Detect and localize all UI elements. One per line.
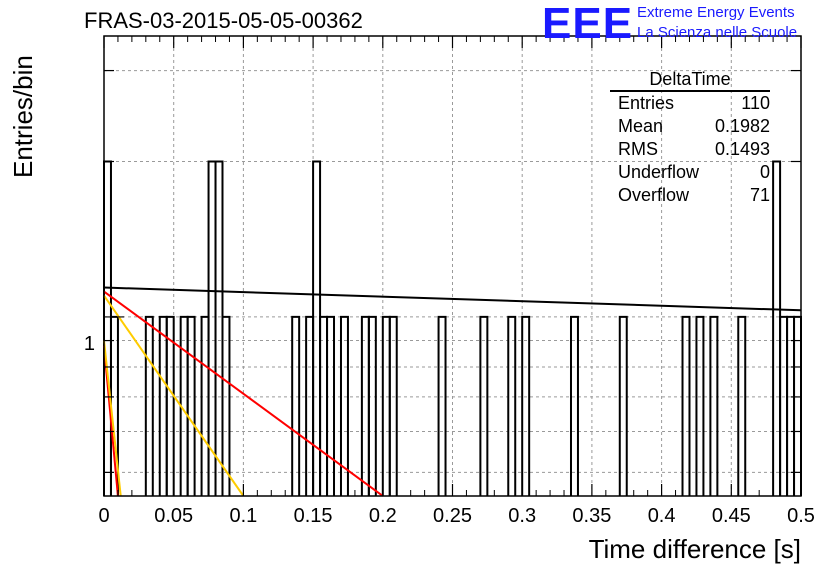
stats-label: Underflow: [618, 162, 700, 182]
x-tick-label: 0.35: [572, 505, 611, 527]
histogram-bar: [360, 315, 370, 496]
histogram-bar: [367, 315, 377, 496]
stats-value: 0.1982: [714, 116, 770, 136]
histogram-bars: [103, 160, 802, 496]
stats-row-overflow: Overflow 71: [610, 184, 770, 207]
histogram-bar: [186, 315, 196, 496]
stats-row-rms: RMS 0.1493: [610, 138, 770, 161]
fit-line: [103, 286, 802, 312]
stats-value: 0: [759, 162, 770, 182]
x-tick-label: 0.2: [369, 505, 397, 527]
histogram-bar: [326, 315, 336, 496]
histogram-bar: [381, 315, 391, 496]
histogram-bar: [618, 315, 628, 496]
histogram-bar: [786, 315, 796, 496]
stats-row-mean: Mean 0.1982: [610, 115, 770, 138]
x-tick-label: 0.05: [154, 505, 193, 527]
histogram-bar: [144, 315, 154, 496]
stats-value: 0.1493: [714, 139, 770, 159]
histogram-bar: [569, 315, 579, 496]
logo-mark: EEE: [542, 0, 634, 48]
stats-box: DeltaTime Entries 110 Mean 0.1982 RMS 0.…: [610, 68, 770, 207]
x-tick-label: 0.5: [787, 505, 815, 527]
fit-line: [103, 294, 245, 497]
histogram-bar: [305, 315, 315, 496]
histogram-bar: [221, 315, 231, 496]
histogram-bar: [158, 315, 168, 496]
histogram-bar: [214, 160, 224, 496]
stats-label: RMS: [618, 139, 658, 159]
stats-label: Overflow: [618, 185, 690, 205]
histogram-bar: [681, 315, 691, 496]
histogram-bar: [521, 315, 531, 496]
x-tick-label: 0.45: [712, 505, 751, 527]
axis-ticks: [103, 36, 802, 496]
histogram-bar: [388, 315, 398, 496]
y-axis-label: Entries/bin: [8, 55, 38, 178]
histogram-bar: [319, 315, 329, 496]
stats-label: Entries: [618, 93, 675, 113]
stats-title: DeltaTime: [610, 68, 770, 92]
y-tick-label: 1: [84, 333, 95, 355]
x-tick-label: 0.25: [433, 505, 472, 527]
x-tick-label: 0: [98, 505, 109, 527]
x-tick-label: 0.15: [294, 505, 333, 527]
stats-value: 71: [749, 185, 770, 205]
histogram-bar: [165, 315, 175, 496]
x-tick-label: 0.1: [229, 505, 257, 527]
histogram-bar: [437, 315, 447, 496]
stats-value: 110: [741, 93, 770, 113]
histogram-bar: [772, 160, 782, 496]
x-tick-label: 0.4: [648, 505, 676, 527]
histogram-title: FRAS-03-2015-05-05-00362: [84, 8, 363, 33]
logo-line-1: Extreme Energy Events: [637, 4, 795, 21]
fit-line: [103, 290, 384, 497]
histogram-bar: [479, 315, 489, 496]
x-tick-labels: 0 0.05 0.1 0.15 0.2 0.25 0.3 0.35 0.4 0.45 0.5: [98, 505, 814, 527]
x-axis-label: Time difference [s]: [589, 534, 801, 564]
logo-line-2: La Scienza nelle Scuole: [637, 24, 798, 41]
histogram-bar: [200, 315, 210, 496]
histogram-bar: [507, 315, 517, 496]
histogram-bar: [103, 160, 112, 496]
histogram-bar: [793, 315, 802, 496]
stats-row-entries: Entries 110: [610, 92, 770, 115]
stats-row-underflow: Underflow 0: [610, 161, 770, 184]
histogram-bar: [339, 315, 349, 496]
histogram-bar: [709, 315, 719, 496]
stats-label: Mean: [618, 116, 664, 136]
histogram-bar: [695, 315, 705, 496]
histogram-bar: [779, 315, 789, 496]
histogram-bar: [291, 315, 301, 496]
eee-logo: EEE Extreme Energy Events La Scienza nel…: [540, 0, 830, 48]
x-tick-label: 0.3: [508, 505, 536, 527]
histogram-bar: [737, 315, 747, 496]
